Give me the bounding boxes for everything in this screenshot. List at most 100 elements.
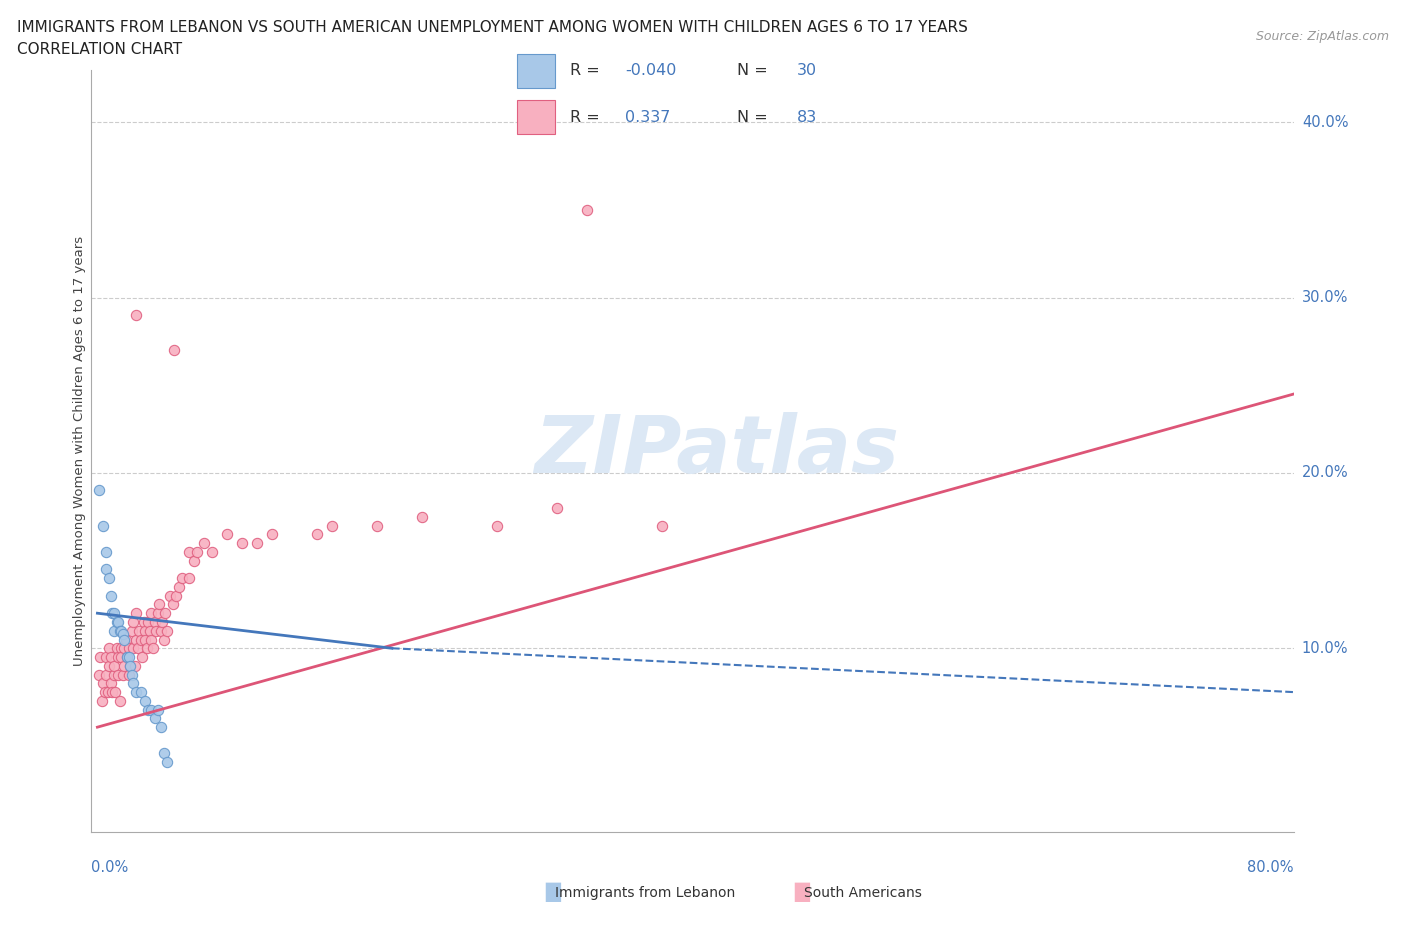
Point [141,702,163,717]
Text: -0.040: -0.040 [626,63,676,78]
Point [177,544,200,559]
Point [143,711,166,725]
Text: R =: R = [569,63,605,78]
Point [651,518,673,533]
Point [110,649,132,664]
Text: Source: ZipAtlas.com: Source: ZipAtlas.com [1256,30,1389,43]
Point [576,203,599,218]
Point [96,544,118,559]
Point [186,544,208,559]
Point [122,676,145,691]
Point [141,632,163,647]
Point [121,667,143,682]
Text: 80.0%: 80.0% [1247,860,1294,875]
Point [103,658,125,673]
Y-axis label: Unemployment Among Women with Children Ages 6 to 17 years: Unemployment Among Women with Children A… [73,236,86,666]
Point [165,589,187,604]
Point [246,536,269,551]
Bar [517,100,554,134]
Point [138,702,160,717]
Point [162,597,184,612]
Point [120,658,142,673]
Point [193,536,215,551]
Point [114,632,136,647]
Point [260,527,283,542]
Point [90,694,112,709]
Point [155,755,177,770]
Point [110,641,132,656]
Point [104,684,127,699]
Point [143,615,166,630]
Point [98,658,121,673]
Point [128,623,150,638]
Point [145,623,167,638]
Text: ZIPatlas: ZIPatlas [534,412,898,490]
Text: █: █ [546,884,561,902]
Point [134,623,156,638]
Point [103,623,125,638]
Point [100,589,122,604]
Point [132,615,155,630]
Point [124,658,146,673]
Point [87,483,110,498]
Point [103,667,125,682]
Point [114,641,136,656]
Text: 30: 30 [797,63,817,78]
Point [125,684,148,699]
Point [122,641,145,656]
Point [159,589,181,604]
Text: CORRELATION CHART: CORRELATION CHART [17,42,181,57]
Point [107,667,129,682]
Point [163,343,186,358]
Point [146,605,169,620]
Point [96,667,118,682]
Point [120,658,142,673]
Point [136,641,159,656]
Text: 0.337: 0.337 [626,110,671,125]
Text: 83: 83 [797,110,817,125]
Point [149,623,172,638]
Point [107,649,129,664]
Text: 40.0%: 40.0% [1302,114,1348,130]
Point [125,632,148,647]
Text: 10.0%: 10.0% [1302,641,1348,656]
Point [129,684,152,699]
Point [107,615,129,630]
Text: N =: N = [737,110,773,125]
Point [105,641,128,656]
Text: N =: N = [737,63,773,78]
Text: South Americans: South Americans [804,885,922,900]
Text: 20.0%: 20.0% [1302,465,1348,481]
Point [305,527,328,542]
Point [125,308,148,323]
Point [134,694,156,709]
Point [114,658,136,673]
Point [170,571,193,586]
Point [127,641,149,656]
Point [94,684,117,699]
Text: 30.0%: 30.0% [1302,290,1348,305]
Point [177,571,200,586]
Point [183,553,205,568]
Point [89,649,111,664]
Point [96,649,118,664]
Point [108,623,131,638]
Point [98,571,121,586]
Point [131,649,153,664]
Text: IMMIGRANTS FROM LEBANON VS SOUTH AMERICAN UNEMPLOYMENT AMONG WOMEN WITH CHILDREN: IMMIGRANTS FROM LEBANON VS SOUTH AMERICA… [17,20,967,35]
Point [215,527,238,542]
Point [141,605,163,620]
Point [201,544,224,559]
Point [87,667,110,682]
Point [100,649,122,664]
Point [149,720,172,735]
Point [111,667,134,682]
Point [152,632,174,647]
Point [138,615,160,630]
Point [115,632,138,647]
Point [167,579,190,594]
Point [129,632,152,647]
Point [142,641,165,656]
Point [118,649,141,664]
Point [134,632,156,647]
